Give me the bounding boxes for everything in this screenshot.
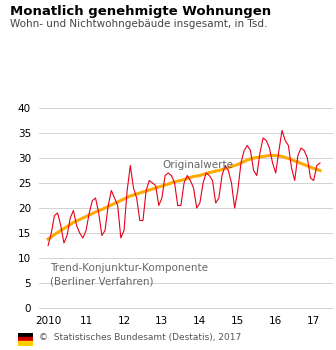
Text: Trend-Konjunktur-Komponente
(Berliner Verfahren): Trend-Konjunktur-Komponente (Berliner Ve… [50,263,208,286]
Text: Wohn- und Nichtwohngebäude insgesamt, in Tsd.: Wohn- und Nichtwohngebäude insgesamt, in… [10,19,267,29]
Text: ©  Statistisches Bundesamt (Destatis), 2017: © Statistisches Bundesamt (Destatis), 20… [39,333,241,342]
Text: Monatlich genehmigte Wohnungen: Monatlich genehmigte Wohnungen [10,5,271,18]
Bar [18,337,33,341]
Text: Originalwerte: Originalwerte [162,161,233,170]
Bar [18,332,33,337]
Bar [18,341,33,346]
